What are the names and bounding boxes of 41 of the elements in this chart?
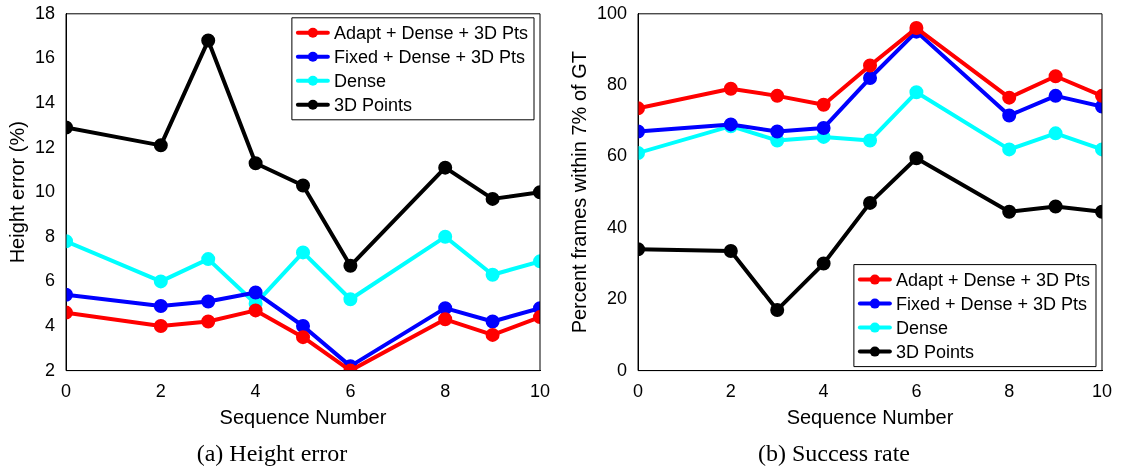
- legend-label: Dense: [333, 70, 386, 91]
- y-axis-title: Height error (%): [5, 121, 28, 264]
- y-tick-label: 18: [34, 2, 56, 23]
- legend-label: Fixed + Dense + 3D Pts: [895, 293, 1087, 314]
- x-tick-label: 6: [911, 381, 922, 402]
- legend-label: Adapt + Dense + 3D Pts: [333, 22, 529, 43]
- y-tick-label: 16: [34, 47, 56, 68]
- legend-label: 3D Points: [333, 94, 412, 115]
- text: (a) Height error: [196, 439, 348, 466]
- legend-label: Fixed + Dense + 3D Pts: [333, 46, 525, 67]
- x-tick-label: 2: [725, 381, 736, 402]
- y-tick-label: 40: [607, 216, 628, 237]
- x-tick-label: 0: [633, 381, 644, 402]
- y-axis-title: Percent frames within 7% of GT: [567, 51, 590, 334]
- y-tick-label: 14: [34, 91, 56, 112]
- y-tick-label: 0: [617, 359, 628, 380]
- x-tick-label: 8: [440, 381, 451, 402]
- x-tick-label: 8: [1004, 381, 1015, 402]
- y-tick-label: 60: [607, 145, 628, 166]
- text: (b) Success rate: [758, 439, 910, 466]
- legend-label: Dense: [895, 317, 948, 338]
- legend-label: Adapt + Dense + 3D Pts: [895, 269, 1091, 290]
- y-tick-label: 80: [607, 74, 628, 95]
- x-tick-label: 10: [529, 381, 551, 402]
- y-tick-label: 6: [45, 270, 56, 291]
- x-tick-label: 0: [61, 381, 72, 402]
- x-tick-label: 4: [250, 381, 261, 402]
- y-tick-label: 100: [596, 2, 628, 23]
- y-tick-label: 2: [45, 359, 56, 380]
- y-tick-label: 10: [34, 181, 56, 202]
- x-tick-label: 6: [345, 381, 356, 402]
- y-tick-label: 4: [45, 314, 56, 335]
- legend-label: 3D Points: [895, 341, 974, 362]
- x-tick-label: 2: [155, 381, 166, 402]
- x-tick-label: 4: [818, 381, 829, 402]
- y-tick-label: 12: [34, 136, 56, 157]
- y-tick-label: 20: [607, 288, 628, 309]
- x-tick-label: 10: [1091, 381, 1113, 402]
- x-axis-title: Sequence Number: [219, 405, 387, 428]
- x-axis-title: Sequence Number: [786, 405, 954, 428]
- y-tick-label: 8: [45, 225, 56, 246]
